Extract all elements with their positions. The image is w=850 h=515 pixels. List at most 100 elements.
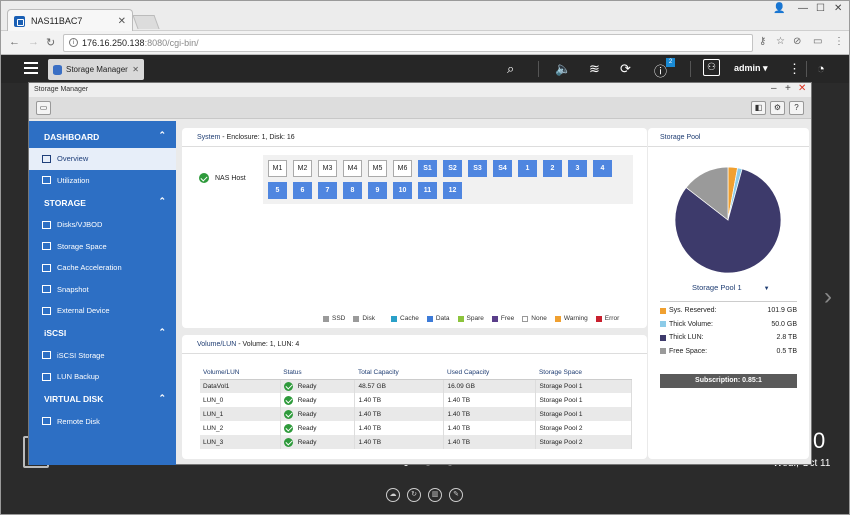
background-tasks-icon[interactable]: ≋: [589, 61, 600, 76]
window-close-icon[interactable]: ✕: [798, 83, 807, 94]
translate-icon[interactable]: ▭: [813, 36, 823, 47]
disk-slot-s4[interactable]: S4: [493, 160, 512, 177]
sidebar-item-storage-space[interactable]: Storage Space: [29, 236, 176, 258]
legend-item: None: [522, 315, 547, 322]
sidebar-item-disks[interactable]: Disks/VJBOD: [29, 214, 176, 236]
close-window-icon[interactable]: ✕: [834, 3, 843, 14]
dock-sync-icon[interactable]: ↻: [407, 488, 421, 502]
disk-slot-m3[interactable]: M3: [318, 160, 337, 177]
sidebar-item-lun-backup[interactable]: LUN Backup: [29, 366, 176, 388]
disk-slot-s2[interactable]: S2: [443, 160, 462, 177]
reload-icon[interactable]: ↻: [46, 37, 56, 49]
disk-slot-2[interactable]: 2: [543, 160, 562, 177]
window-minimize-icon[interactable]: –: [771, 83, 777, 94]
sidebar: DASHBOARD ⌃ Overview Utilization STORAGE ⌃…: [29, 121, 176, 465]
disk-slot-m2[interactable]: M2: [293, 160, 312, 177]
key-icon[interactable]: ⚷: [759, 36, 767, 47]
more-options-icon[interactable]: ⋮: [788, 61, 801, 76]
table-row[interactable]: LUN_3 Ready 1.40 TB 1.40 TB Storage Pool 2: [200, 435, 632, 449]
back-icon[interactable]: ←: [9, 36, 20, 48]
collapse-icon[interactable]: ⌃: [158, 326, 166, 337]
table-row[interactable]: LUN_1 Ready 1.40 TB 1.40 TB Storage Pool 1: [200, 407, 632, 421]
disk-tool-icon[interactable]: ◧: [751, 101, 766, 115]
collapse-icon[interactable]: ⌃: [158, 392, 166, 403]
sidebar-item-iscsi-storage[interactable]: iSCSI Storage: [29, 345, 176, 367]
disk-slot-s1[interactable]: S1: [418, 160, 437, 177]
cell-total: 1.40 TB: [354, 407, 445, 421]
sidebar-item-external[interactable]: External Device: [29, 300, 176, 322]
cell-used: 16.09 GB: [443, 379, 537, 393]
sidebar-item-utilization[interactable]: Utilization: [29, 170, 176, 192]
collapse-icon[interactable]: ⌃: [158, 196, 166, 206]
notifications-icon[interactable]: ⓘ: [654, 64, 668, 79]
close-tab-icon[interactable]: ✕: [117, 15, 126, 27]
disk-slot-7[interactable]: 7: [318, 182, 337, 199]
external-devices-icon[interactable]: ⟳: [620, 61, 631, 76]
dashboard-gauge-icon[interactable]: ◔: [817, 61, 825, 76]
star-icon[interactable]: ☆: [776, 36, 785, 47]
toggle-sidebar-icon[interactable]: ▭: [36, 101, 51, 115]
status-text: Ready: [297, 382, 317, 390]
extension-icon[interactable]: ⊘: [793, 36, 802, 47]
disk-slot-m5[interactable]: M5: [368, 160, 387, 177]
stat-label: Free Space:: [669, 347, 708, 355]
disk-slot-6[interactable]: 6: [293, 182, 312, 199]
dock-apps-icon[interactable]: ▥: [428, 488, 442, 502]
status-ok-icon: [283, 381, 293, 391]
disk-slot-8[interactable]: 8: [343, 182, 362, 199]
sidebar-section-storage[interactable]: STORAGE ⌃: [29, 191, 176, 214]
disk-slot-9[interactable]: 9: [368, 182, 387, 199]
user-menu[interactable]: admin ▾: [734, 63, 768, 73]
minimize-icon[interactable]: —: [798, 3, 808, 14]
app-tab-label: Storage Manager: [66, 65, 128, 74]
window-maximize-icon[interactable]: +: [785, 83, 791, 94]
menu-dots-icon[interactable]: ⋮: [834, 36, 844, 47]
storage-pool-select[interactable]: Storage Pool 1 ▼: [692, 283, 770, 292]
sidebar-item-overview[interactable]: Overview: [29, 148, 176, 170]
dock-cloud-icon[interactable]: ☁: [386, 488, 400, 502]
disk-slot-m4[interactable]: M4: [343, 160, 362, 177]
maximize-icon[interactable]: ☐: [816, 3, 825, 14]
table-row[interactable]: DataVol1 Ready 48.57 GB 16.09 GB Storage Poo…: [200, 379, 632, 393]
disk-slot-10[interactable]: 10: [393, 182, 412, 199]
status-ok-icon: [283, 395, 293, 405]
table-row[interactable]: LUN_2 Ready 1.40 TB 1.40 TB Storage Pool 2: [200, 421, 632, 435]
disk-slot-m6[interactable]: M6: [393, 160, 412, 177]
sidebar-item-cache[interactable]: Cache Acceleration: [29, 257, 176, 279]
disk-slot-11[interactable]: 11: [418, 182, 437, 199]
forward-icon[interactable]: →: [28, 36, 39, 48]
legend-item: Spare: [457, 315, 484, 322]
dock-edit-icon[interactable]: ✎: [449, 488, 463, 502]
sidebar-item-remote-disk[interactable]: Remote Disk: [29, 411, 176, 433]
user-avatar-icon[interactable]: ⚇: [703, 59, 720, 76]
sidebar-section-dashboard[interactable]: DASHBOARD ⌃: [29, 125, 176, 148]
browser-tab[interactable]: NAS11BAC7 ✕: [7, 9, 133, 32]
status-text: Ready: [297, 438, 317, 446]
search-icon[interactable]: ⌕: [507, 61, 515, 76]
sidebar-section-virtual-disk[interactable]: VIRTUAL DISK ⌃: [29, 388, 176, 411]
disk-slot-5[interactable]: 5: [268, 182, 287, 199]
help-icon[interactable]: ?: [789, 101, 804, 115]
volume-icon[interactable]: 🔈: [555, 61, 572, 76]
panel-subtitle: - Enclosure: 1, Disk: 16: [220, 134, 295, 141]
dropdown-arrow-icon[interactable]: ▼: [763, 286, 770, 292]
settings-gear-icon[interactable]: ⚙: [770, 101, 785, 115]
sidebar-item-snapshot[interactable]: Snapshot: [29, 279, 176, 301]
disk-slot-m1[interactable]: M1: [268, 160, 287, 177]
disk-slot-s3[interactable]: S3: [468, 160, 487, 177]
main-menu-icon[interactable]: [24, 62, 38, 74]
page-info-icon[interactable]: i: [69, 38, 78, 47]
disk-slot-12[interactable]: 12: [443, 182, 462, 199]
app-tab-storage-manager[interactable]: Storage Manager ✕: [48, 59, 144, 80]
sidebar-section-iscsi[interactable]: iSCSI ⌃: [29, 322, 176, 345]
disk-slot-1[interactable]: 1: [518, 160, 537, 177]
profile-icon[interactable]: 👤: [773, 3, 786, 14]
collapse-icon[interactable]: ⌃: [158, 130, 166, 140]
url-input[interactable]: i 176.16.250.138:8080/cgi-bin/: [63, 34, 753, 52]
new-tab-button[interactable]: [132, 15, 160, 29]
disk-slot-3[interactable]: 3: [568, 160, 587, 177]
next-page-arrow-icon[interactable]: ›: [824, 283, 832, 310]
disk-slot-4[interactable]: 4: [593, 160, 612, 177]
table-row[interactable]: LUN_0 Ready 1.40 TB 1.40 TB Storage Pool 1: [200, 393, 632, 407]
close-app-tab-icon[interactable]: ✕: [132, 65, 139, 74]
